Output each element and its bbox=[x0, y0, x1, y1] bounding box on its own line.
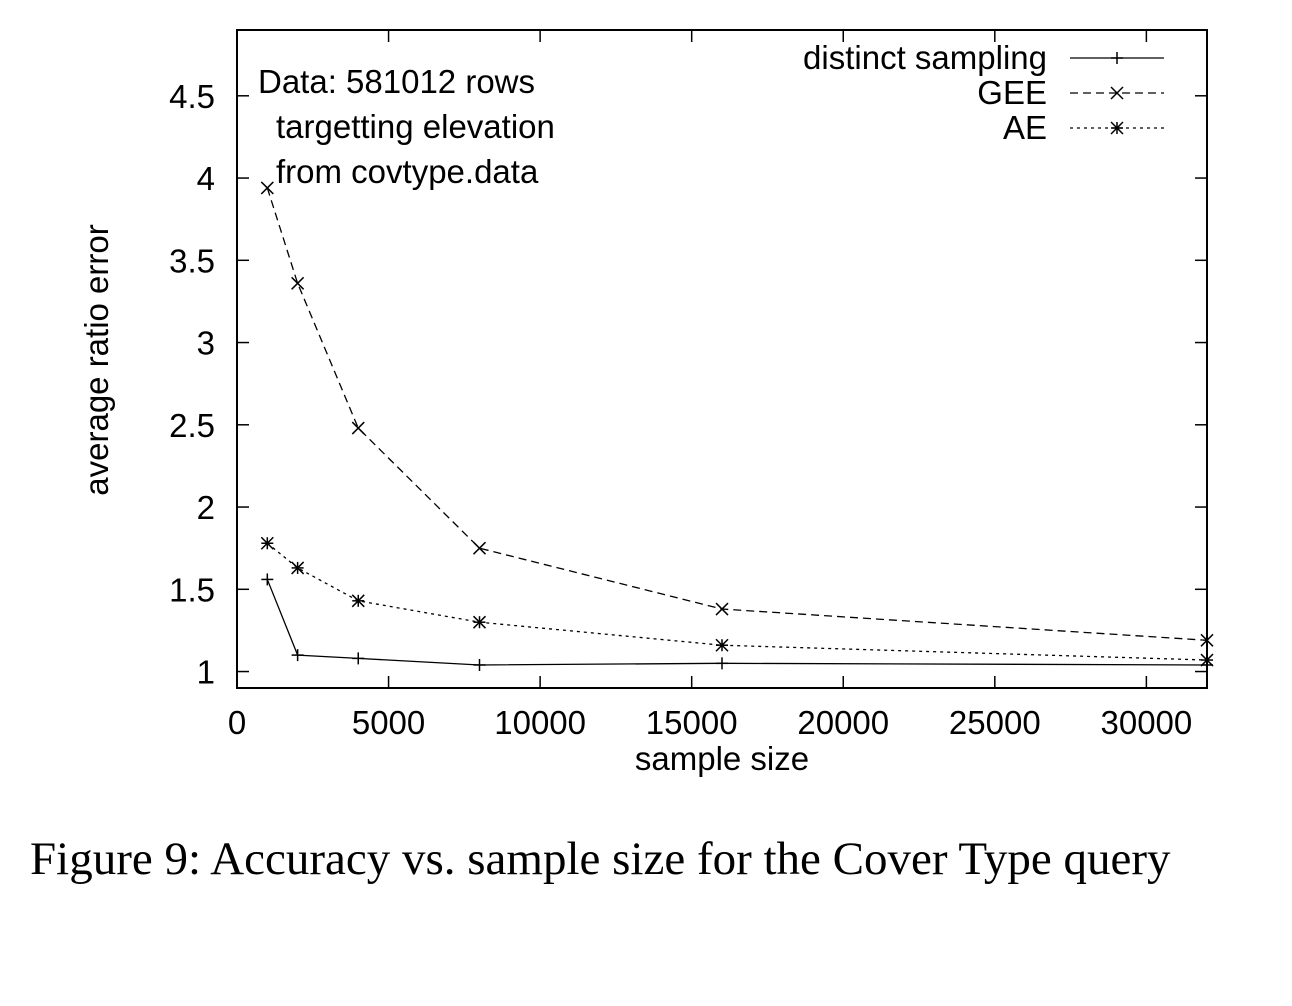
y-tick-label: 4 bbox=[197, 160, 215, 197]
data-point bbox=[472, 615, 487, 629]
data-point bbox=[1200, 653, 1214, 667]
data-point bbox=[351, 594, 365, 608]
x-tick-label: 0 bbox=[228, 704, 246, 741]
y-axis-ticks: 1 1.5 2 2.5 3 3.5 4 4.5 bbox=[169, 78, 1207, 691]
figure-caption: Figure 9: Accuracy vs. sample size for t… bbox=[30, 833, 1171, 885]
data-point bbox=[260, 536, 274, 550]
x-tick-label: 30000 bbox=[1100, 704, 1192, 741]
plot-frame bbox=[236, 29, 1208, 689]
y-axis-label: average ratio error bbox=[78, 224, 115, 495]
x-tick-label: 5000 bbox=[352, 704, 425, 741]
legend-marker bbox=[1110, 121, 1124, 135]
y-tick-label: 2 bbox=[197, 489, 215, 526]
y-tick-label: 1 bbox=[197, 654, 215, 691]
legend-label: AE bbox=[1003, 109, 1047, 146]
x-tick-label: 10000 bbox=[494, 704, 586, 741]
legend-label: distinct sampling bbox=[803, 39, 1047, 76]
data-point bbox=[291, 649, 304, 662]
x-tick-label: 15000 bbox=[646, 704, 738, 741]
y-tick-label: 4.5 bbox=[169, 78, 215, 115]
y-tick-label: 1.5 bbox=[169, 571, 215, 608]
y-tick-label: 3 bbox=[197, 325, 215, 362]
legend-marker bbox=[1111, 52, 1123, 64]
data-point bbox=[715, 602, 729, 616]
data-point bbox=[715, 638, 729, 652]
legend-marker bbox=[1110, 86, 1124, 100]
data-point bbox=[1200, 633, 1214, 647]
legend-label: GEE bbox=[977, 74, 1047, 111]
data-point bbox=[351, 421, 365, 435]
plot-annotation: Data: 581012 rows targetting elevation fro… bbox=[258, 63, 555, 190]
data-point bbox=[261, 573, 274, 586]
x-axis-ticks: 0 5000 10000 15000 20000 25000 30000 bbox=[228, 30, 1192, 741]
annotation-line: from covtype.data bbox=[276, 153, 539, 190]
data-point bbox=[472, 541, 487, 555]
series-line-1 bbox=[266, 187, 1208, 641]
data-point bbox=[473, 658, 486, 671]
chart: 0 5000 10000 15000 20000 25000 30000 1 1.5 2 2.5 3… bbox=[78, 29, 1214, 777]
plot-border bbox=[236, 29, 1208, 689]
annotation-line: targetting elevation bbox=[276, 108, 555, 145]
data-point bbox=[260, 181, 274, 195]
annotation-line: Data: 581012 rows bbox=[258, 63, 535, 100]
data-point bbox=[352, 652, 365, 665]
data-point bbox=[716, 657, 728, 670]
data-point bbox=[291, 561, 305, 575]
y-tick-label: 3.5 bbox=[169, 242, 215, 279]
data-point bbox=[291, 276, 305, 290]
x-tick-label: 25000 bbox=[949, 704, 1041, 741]
series-line-2 bbox=[266, 542, 1208, 661]
y-tick-label: 2.5 bbox=[169, 407, 215, 444]
x-tick-label: 20000 bbox=[797, 704, 889, 741]
x-axis-label: sample size bbox=[635, 740, 809, 777]
series-lines bbox=[260, 181, 1214, 671]
series-line-0 bbox=[266, 579, 1208, 666]
